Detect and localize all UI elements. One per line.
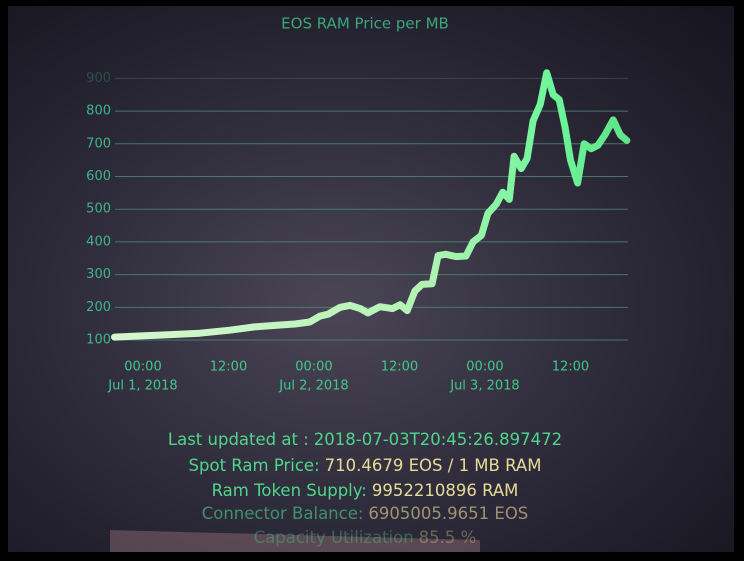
stat-label: Ram Token Supply: [212,481,367,500]
y-tick-label: 300 [86,267,111,282]
x-tick-label: 12:00 [210,360,247,375]
photo-edge [110,530,480,552]
stat-label: Spot Ram Price: [189,456,320,475]
x-tick-label: Jul 3, 2018 [449,379,519,394]
stat-label: Connector Balance: [202,504,364,523]
stat-line: Capacity Utilization 85.5 % [254,528,477,547]
stat-line: Last updated at : 2018-07-03T20:45:26.897… [168,430,562,449]
price-line [111,69,631,341]
y-tick-label: 500 [86,202,111,217]
x-tick-label: Jul 1, 2018 [107,379,177,394]
x-tick-label: Jul 2, 2018 [278,379,348,394]
x-tick-label: 12:00 [381,360,418,375]
y-tick-label: 200 [86,300,111,315]
y-tick-label: 600 [86,169,111,184]
stat-line: Ram Token Supply: 9952210896 RAM [212,481,519,500]
stat-label: Capacity Utilization [254,528,414,547]
stat-value: 6905005.9651 EOS [368,504,528,523]
stat-value: 85.5 % [419,528,477,547]
x-tick-label: 12:00 [552,360,589,375]
x-tick-label: 00:00 [124,360,161,375]
y-tick-label: 800 [86,104,111,119]
stat-value: 710.4679 EOS / 1 MB RAM [325,456,542,475]
background [8,6,734,552]
stat-value: 2018-07-03T20:45:26.897472 [314,430,562,449]
y-tick-label: 700 [86,136,111,151]
stat-label: Last updated at : [168,430,309,449]
y-tick-label: 400 [86,234,111,249]
stat-line: Spot Ram Price: 710.4679 EOS / 1 MB RAM [189,456,542,475]
stat-line: Connector Balance: 6905005.9651 EOS [202,504,529,523]
stats: Last updated at : 2018-07-03T20:45:26.897… [168,430,562,547]
chart-title: EOS RAM Price per MB [281,15,449,33]
stat-value: 9952210896 RAM [372,481,519,500]
x-tick-label: 00:00 [466,360,503,375]
y-tick-label: 100 [86,333,111,348]
y-tick-label: 900 [86,71,111,86]
x-tick-label: 00:00 [295,360,332,375]
